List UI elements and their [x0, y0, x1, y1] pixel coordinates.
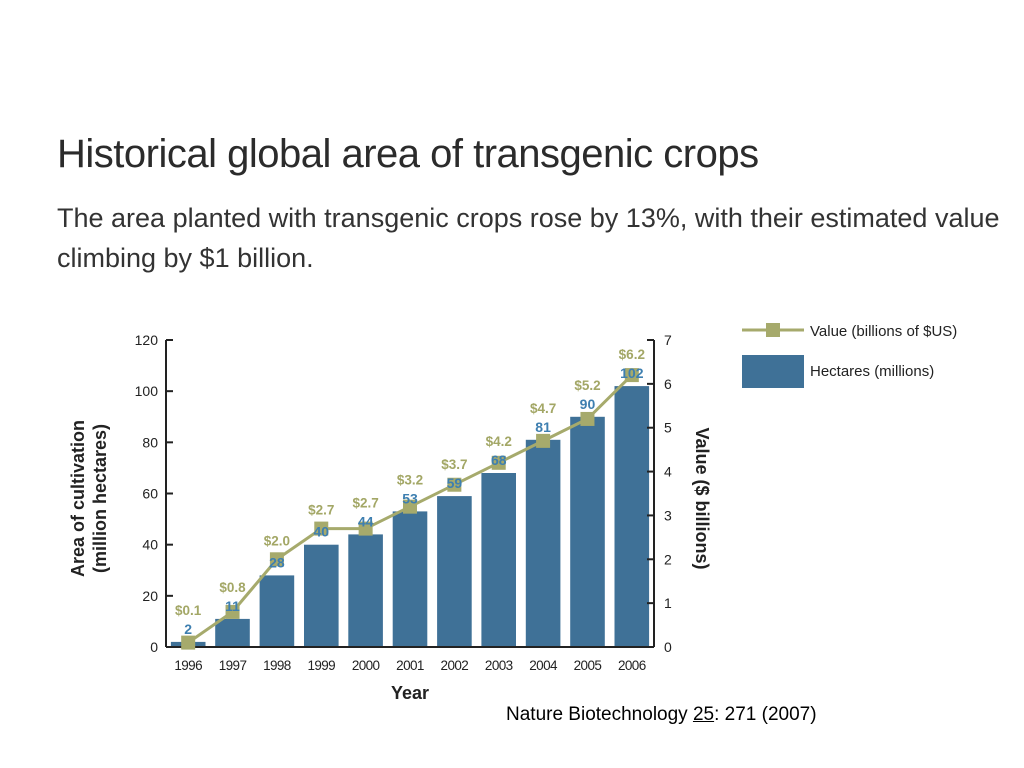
y-tick-label-20: 20: [142, 588, 158, 604]
line-layer: [181, 368, 639, 650]
value-marker-1998: [269, 552, 284, 567]
x-tick-label-1997: 1997: [219, 658, 247, 673]
y-tick-label-60: 60: [142, 486, 158, 502]
y-tick-label-40: 40: [142, 537, 158, 553]
x-tick-label-2005: 2005: [574, 658, 602, 673]
value-marker-1997: [225, 604, 240, 619]
bar-label-1997: 11: [225, 598, 240, 614]
legend: Value (billions of $US) Hectares (million…: [742, 323, 957, 388]
bar-2001: [392, 511, 428, 647]
x-tick-label-2001: 2001: [396, 658, 424, 673]
y-tick-label-80: 80: [142, 434, 158, 450]
y2-tick-label-7: 7: [664, 332, 672, 348]
legend-hectares-swatch: [742, 355, 804, 388]
bar-1998: [259, 575, 295, 647]
value-label-1996: $0.1: [175, 603, 202, 618]
bar-label-1999: 40: [313, 524, 329, 540]
value-label-2002: $3.7: [441, 457, 467, 472]
legend-hectares-label: Hectares (millions): [810, 363, 934, 380]
value-label-2000: $2.7: [352, 495, 378, 510]
bar-label-2000: 44: [358, 513, 374, 529]
y2-tick-label-3: 3: [664, 507, 672, 523]
x-tick-label-2003: 2003: [485, 658, 513, 673]
y2-tick-label-6: 6: [664, 376, 672, 392]
value-marker-2001: [403, 499, 417, 514]
x-tick-label-2002: 2002: [441, 658, 469, 673]
bar-label-1996: 2: [184, 621, 192, 637]
bar-2005: [570, 416, 605, 648]
bar-label-2006: 102: [620, 365, 644, 381]
value-label-1999: $2.7: [308, 503, 334, 518]
value-label-2005: $5.2: [574, 378, 600, 393]
y2-tick-label-5: 5: [664, 420, 672, 436]
y-tick-label-100: 100: [135, 383, 159, 399]
bar-2002: [437, 496, 472, 647]
value-marker-2000: [358, 521, 373, 536]
legend-value-label: Value (billions of $US): [810, 323, 957, 340]
bar-2003: [481, 473, 516, 647]
y-axis-title-line2: (million hectares): [90, 424, 110, 573]
bar-2000: [348, 534, 383, 647]
citation-volume: 25: [692, 704, 715, 725]
x-tick-label-1998: 1998: [263, 658, 291, 673]
value-label-2006: $6.2: [619, 347, 645, 362]
bar-label-2005: 90: [580, 396, 596, 412]
bar-1999: [304, 544, 339, 647]
bar-2006: [614, 386, 650, 647]
y2-tick-label-0: 0: [664, 639, 672, 655]
x-tick-label-2000: 2000: [352, 658, 380, 673]
bar-label-2004: 81: [535, 419, 551, 435]
value-marker-2003: [491, 455, 506, 470]
y-tick-label-120: 120: [135, 332, 159, 348]
value-label-2003: $4.2: [486, 434, 512, 449]
value-marker-1996: [181, 635, 196, 650]
y2-tick-label-4: 4: [664, 464, 672, 480]
x-tick-label-1999: 1999: [307, 658, 335, 673]
y2-tick-label-2: 2: [664, 551, 672, 567]
legend-value-marker: [766, 323, 780, 337]
value-label-2004: $4.7: [530, 401, 556, 416]
bar-label-1998: 28: [269, 554, 285, 570]
value-marker-2005: [580, 411, 595, 426]
labels-layer: 2 $0.1 11 $0.8 28 $2.0 40 $2.7 44 $2.7 53 $3.2 59 $3.…: [175, 347, 645, 637]
y-axis-title-line1: Area of cultivation: [68, 420, 88, 577]
bar-label-2003: 68: [491, 452, 507, 468]
citation: Nature Biotechnology 25: 271 (2007): [506, 704, 817, 726]
chart-title: Historical global area of transgenic cro…: [57, 132, 759, 176]
value-label-2001: $3.2: [397, 472, 423, 487]
value-label-1998: $2.0: [264, 533, 290, 548]
bar-1997: [215, 618, 250, 647]
x-tick-label-1996: 1996: [174, 658, 202, 673]
bar-label-2001: 53: [402, 490, 418, 506]
bar-label-2002: 59: [447, 475, 463, 491]
value-marker-1999: [314, 521, 329, 536]
y2-axis-title: Value ($ billions): [692, 427, 712, 569]
citation-journal: Nature Biotechnology: [506, 704, 693, 725]
chart-subtitle: The area planted with transgenic crops r…: [57, 203, 1000, 273]
x-axis-title: Year: [391, 683, 429, 703]
citation-rest: : 271 (2007): [714, 704, 817, 725]
value-marker-2002: [447, 477, 462, 492]
value-marker-2006: [624, 368, 639, 383]
bars-layer: [170, 386, 650, 648]
x-tick-label-2004: 2004: [529, 658, 558, 673]
x-tick-label-2006: 2006: [618, 658, 646, 673]
bar-2004: [525, 439, 561, 647]
value-label-1997: $0.8: [219, 580, 246, 595]
y-tick-label-0: 0: [150, 639, 158, 655]
y2-tick-label-1: 1: [664, 595, 672, 611]
value-marker-2004: [536, 433, 551, 448]
